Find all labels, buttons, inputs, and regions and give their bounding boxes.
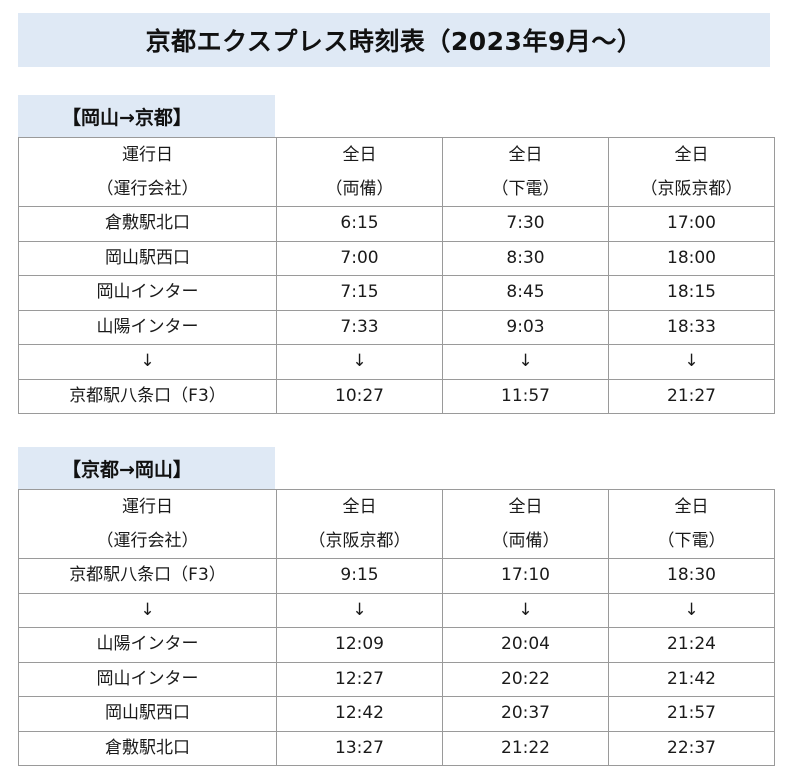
service-day: 全日 xyxy=(674,145,709,165)
stop-name: 岡山駅西口 xyxy=(18,696,277,732)
header-service-cell: 全日 （京阪京都） xyxy=(608,137,775,207)
table-row: 山陽インター 7:33 9:03 18:33 xyxy=(18,309,775,345)
stop-name: 京都駅八条口（F3） xyxy=(18,558,277,594)
stop-name: 倉敷駅北口 xyxy=(18,730,277,766)
stop-name: 山陽インター xyxy=(18,309,277,345)
title-band: 京都エクスプレス時刻表（2023年9月～） xyxy=(18,13,770,67)
departure-time: 18:30 xyxy=(608,558,775,594)
service-day: 全日 xyxy=(508,145,543,165)
table-row: 倉敷駅北口 13:27 21:22 22:37 xyxy=(18,730,775,766)
departure-time: 7:15 xyxy=(276,275,443,311)
departure-time: 8:45 xyxy=(442,275,609,311)
table-row: 岡山駅西口 12:42 20:37 21:57 xyxy=(18,696,775,732)
header-row: 運行日 （運行会社） 全日 （両備） 全日 （下電） 全日 （京阪京都） xyxy=(18,137,775,207)
departure-time: 20:04 xyxy=(442,627,609,663)
stop-name: 倉敷駅北口 xyxy=(18,206,277,242)
table-row: 倉敷駅北口 6:15 7:30 17:00 xyxy=(18,206,775,242)
departure-time: 10:27 xyxy=(276,378,443,414)
stop-name: 京都駅八条口（F3） xyxy=(18,378,277,414)
table-row: 京都駅八条口（F3） 10:27 11:57 21:27 xyxy=(18,378,775,414)
service-day: 全日 xyxy=(508,497,543,517)
departure-time: 21:27 xyxy=(608,378,775,414)
departure-time: 9:15 xyxy=(276,558,443,594)
section-label-okayama-to-kyoto: 【岡山→京都】 xyxy=(18,95,275,137)
departure-time: 18:15 xyxy=(608,275,775,311)
table-row: ↓ ↓ ↓ ↓ xyxy=(18,592,775,628)
departure-time: 21:42 xyxy=(608,661,775,697)
departure-time: 7:33 xyxy=(276,309,443,345)
service-operator: （京阪京都） xyxy=(640,179,743,199)
table-row: ↓ ↓ ↓ ↓ xyxy=(18,344,775,380)
section-label-kyoto-to-okayama: 【京都→岡山】 xyxy=(18,447,275,489)
service-operator: （両備） xyxy=(325,179,394,199)
table-row: 山陽インター 12:09 20:04 21:24 xyxy=(18,627,775,663)
service-day: 全日 xyxy=(342,497,377,517)
header-stop-cell: 運行日 （運行会社） xyxy=(18,489,277,559)
service-day: 全日 xyxy=(674,497,709,517)
departure-time: 12:42 xyxy=(276,696,443,732)
service-operator: （下電） xyxy=(657,531,726,551)
table-row: 岡山インター 7:15 8:45 18:15 xyxy=(18,275,775,311)
departure-time: ↓ xyxy=(608,344,775,380)
departure-time: 21:22 xyxy=(442,730,609,766)
stop-name: 岡山インター xyxy=(18,275,277,311)
stop-name: ↓ xyxy=(18,344,277,380)
departure-time: 8:30 xyxy=(442,240,609,276)
table-row: 岡山駅西口 7:00 8:30 18:00 xyxy=(18,240,775,276)
departure-time: 21:57 xyxy=(608,696,775,732)
departure-time: ↓ xyxy=(276,344,443,380)
service-operator: （下電） xyxy=(491,179,560,199)
departure-time: 13:27 xyxy=(276,730,443,766)
departure-time: 18:00 xyxy=(608,240,775,276)
header-service-cell: 全日 （下電） xyxy=(608,489,775,559)
header-service-cell: 全日 （下電） xyxy=(442,137,609,207)
departure-time: 17:10 xyxy=(442,558,609,594)
departure-time: 18:33 xyxy=(608,309,775,345)
operating-day-label: 運行日 xyxy=(122,145,173,165)
stop-name: ↓ xyxy=(18,592,277,628)
stop-name: 岡山駅西口 xyxy=(18,240,277,276)
header-service-cell: 全日 （両備） xyxy=(276,137,443,207)
departure-time: 7:30 xyxy=(442,206,609,242)
stop-name: 岡山インター xyxy=(18,661,277,697)
header-service-cell: 全日 （京阪京都） xyxy=(276,489,443,559)
departure-time: ↓ xyxy=(608,592,775,628)
page-title: 京都エクスプレス時刻表（2023年9月～） xyxy=(145,27,643,56)
departure-time: 20:22 xyxy=(442,661,609,697)
timetable-okayama-to-kyoto: 運行日 （運行会社） 全日 （両備） 全日 （下電） 全日 （京阪京都） 倉敷駅北口 6:15 7:… xyxy=(18,137,775,414)
departure-time: 7:00 xyxy=(276,240,443,276)
service-day: 全日 xyxy=(342,145,377,165)
departure-time: 17:00 xyxy=(608,206,775,242)
operator-label: （運行会社） xyxy=(96,179,199,199)
operator-label: （運行会社） xyxy=(96,531,199,551)
departure-time: 20:37 xyxy=(442,696,609,732)
departure-time: 12:09 xyxy=(276,627,443,663)
header-stop-cell: 運行日 （運行会社） xyxy=(18,137,277,207)
table-row: 岡山インター 12:27 20:22 21:42 xyxy=(18,661,775,697)
departure-time: 12:27 xyxy=(276,661,443,697)
service-operator: （京阪京都） xyxy=(308,531,411,551)
departure-time: 11:57 xyxy=(442,378,609,414)
departure-time: 21:24 xyxy=(608,627,775,663)
header-row: 運行日 （運行会社） 全日 （京阪京都） 全日 （両備） 全日 （下電） xyxy=(18,489,775,559)
departure-time: ↓ xyxy=(442,592,609,628)
departure-time: 6:15 xyxy=(276,206,443,242)
departure-time: ↓ xyxy=(276,592,443,628)
departure-time: ↓ xyxy=(442,344,609,380)
timetable-kyoto-to-okayama: 運行日 （運行会社） 全日 （京阪京都） 全日 （両備） 全日 （下電） 京都駅八条口（F3） 9… xyxy=(18,489,775,766)
table-row: 京都駅八条口（F3） 9:15 17:10 18:30 xyxy=(18,558,775,594)
departure-time: 9:03 xyxy=(442,309,609,345)
header-service-cell: 全日 （両備） xyxy=(442,489,609,559)
operating-day-label: 運行日 xyxy=(122,497,173,517)
stop-name: 山陽インター xyxy=(18,627,277,663)
departure-time: 22:37 xyxy=(608,730,775,766)
service-operator: （両備） xyxy=(491,531,560,551)
